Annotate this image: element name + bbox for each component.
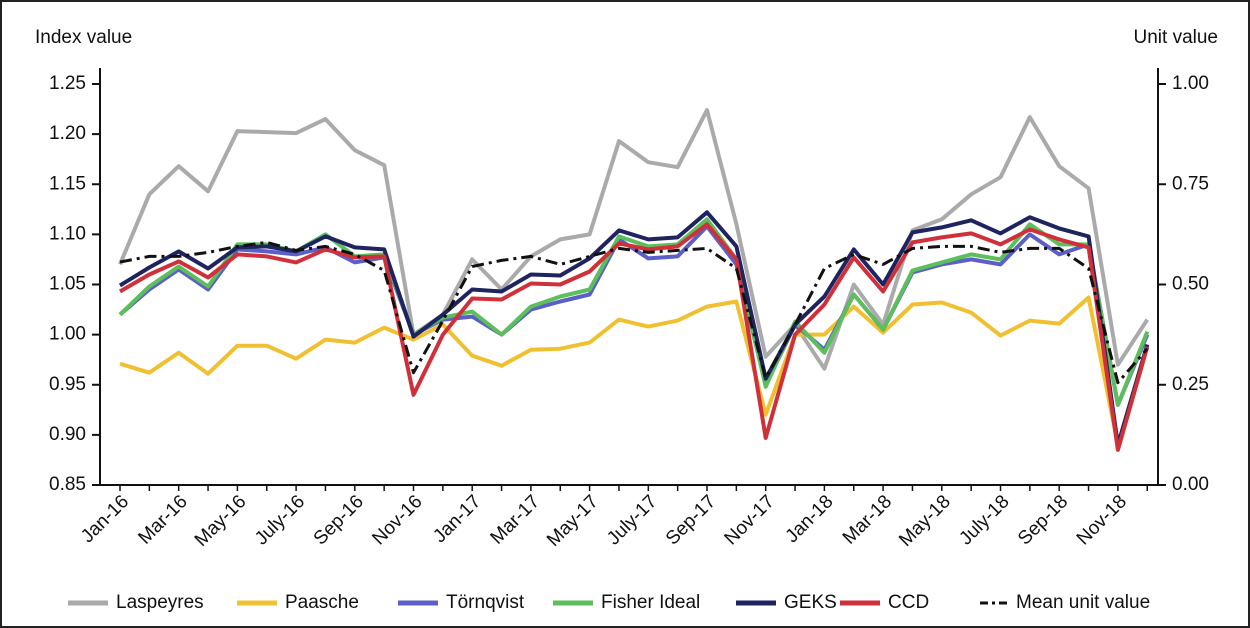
- legend-label: CCD: [888, 592, 929, 613]
- legend-label: Mean unit value: [1016, 592, 1150, 613]
- y-axis-title: Index value: [35, 27, 132, 48]
- series-line: [119, 295, 1150, 447]
- series-line: [118, 108, 1149, 371]
- y-tick-label: 1.00: [49, 324, 86, 345]
- series-line: [118, 224, 1150, 407]
- y2-axis-title: Unit value: [1134, 27, 1219, 48]
- y2-tick-label: 0.50: [1172, 274, 1209, 295]
- y-tick-label: 0.95: [49, 374, 86, 395]
- legend-label: Laspeyres: [116, 592, 204, 613]
- y2-tick-label: 0.00: [1172, 474, 1209, 495]
- legend-label: Törnqvist: [446, 592, 525, 613]
- legend-label: Paasche: [285, 592, 359, 613]
- y2-tick-label: 1.00: [1172, 73, 1209, 94]
- series-line: [118, 222, 1150, 452]
- y2-tick-label: 0.75: [1172, 173, 1209, 194]
- y-tick-label: 1.15: [49, 173, 86, 194]
- legend-label: GEKS: [784, 592, 837, 613]
- series-line: [118, 210, 1150, 447]
- y-tick-label: 1.20: [49, 123, 86, 144]
- y-tick-label: 0.85: [49, 474, 86, 495]
- legend-label: Fisher Ideal: [601, 592, 700, 613]
- y-tick-label: 1.05: [49, 274, 86, 295]
- y-tick-label: 1.25: [49, 73, 86, 94]
- y2-tick-label: 0.25: [1172, 374, 1209, 395]
- y-tick-label: 0.90: [49, 424, 86, 445]
- y-tick-label: 1.10: [49, 223, 86, 244]
